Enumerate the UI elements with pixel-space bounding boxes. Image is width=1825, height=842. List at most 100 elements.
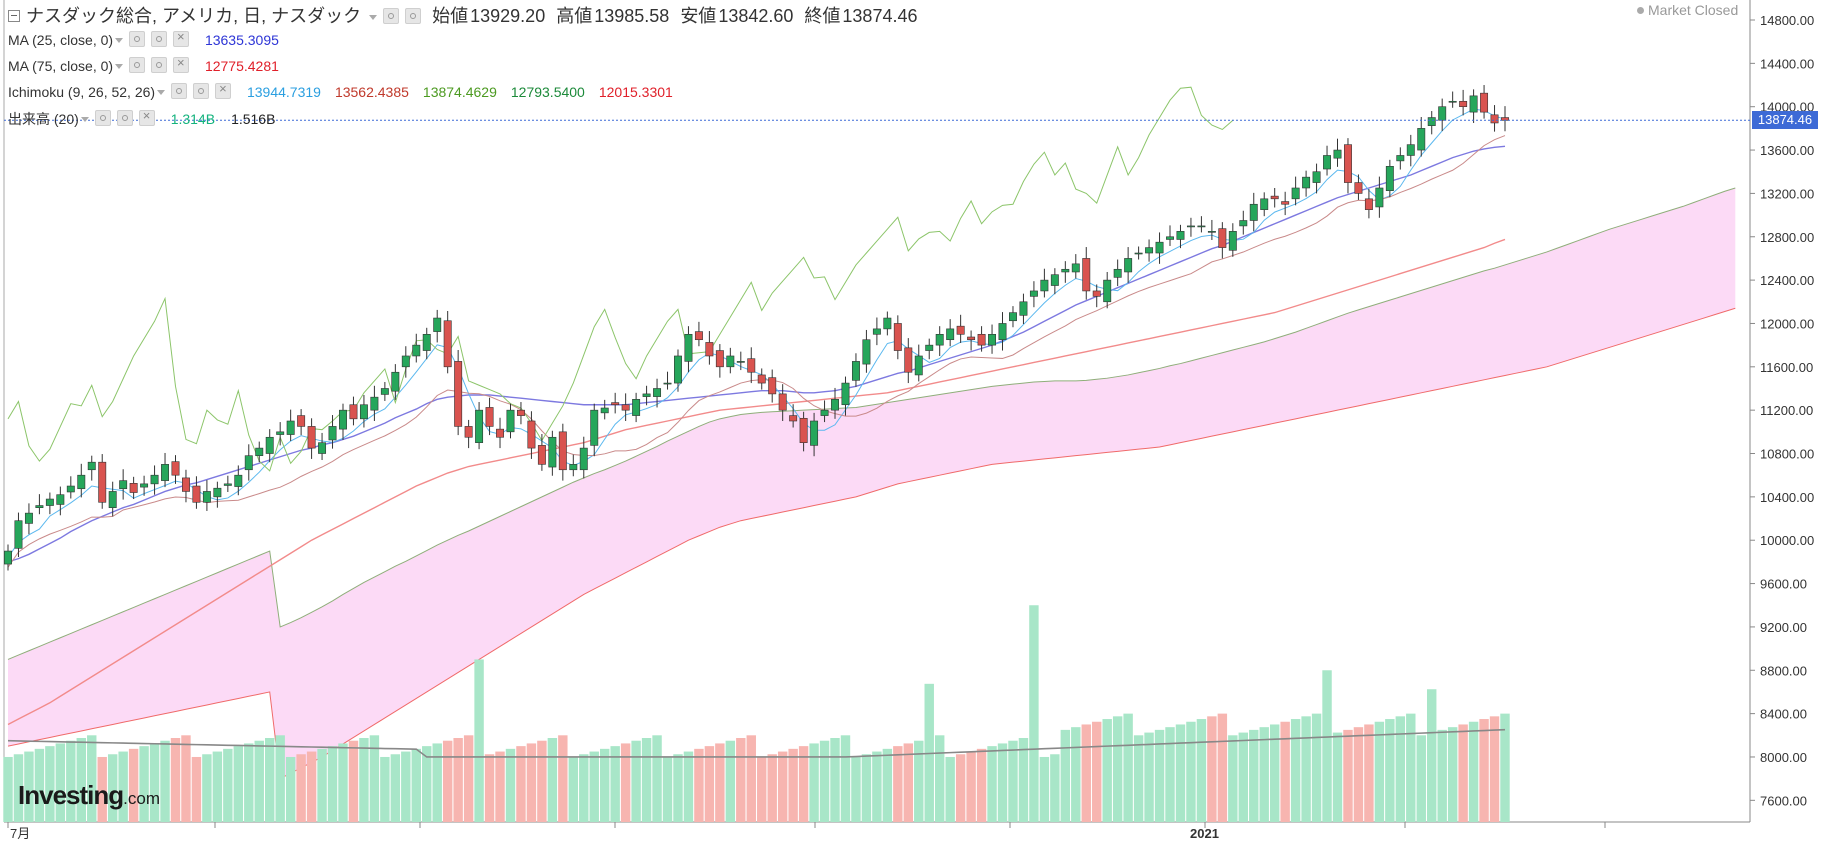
close-value: 13874.46 — [842, 6, 918, 26]
volume-bar — [76, 738, 86, 822]
candle-body — [893, 323, 902, 351]
candle-body — [4, 550, 12, 565]
logo-suffix: .com — [123, 789, 160, 808]
close-icon[interactable] — [173, 55, 190, 73]
y-tick-label: 8000.00 — [1760, 750, 1807, 765]
ichimoku-value-3: 13874.4629 — [422, 84, 497, 100]
candle-body — [1364, 198, 1373, 210]
volume-bar — [390, 754, 401, 822]
candle-body — [1218, 228, 1227, 248]
volume-bar — [484, 754, 495, 822]
candle-body — [1103, 279, 1112, 303]
volume-bar — [1050, 754, 1060, 822]
candle-body — [1333, 149, 1342, 159]
volume-bar — [1447, 727, 1458, 822]
gear-icon[interactable] — [151, 57, 168, 73]
volume-bar — [798, 746, 809, 822]
chevron-down-icon[interactable] — [115, 64, 124, 69]
candle-body — [694, 331, 703, 341]
volume-bar — [1029, 605, 1039, 822]
volume-bar — [317, 748, 327, 822]
candle-body — [276, 431, 285, 435]
y-tick-label: 14400.00 — [1760, 56, 1814, 71]
eye-icon[interactable] — [129, 31, 146, 47]
collapse-icon[interactable] — [8, 10, 20, 22]
candle-body — [234, 474, 243, 487]
candle-body — [1166, 236, 1174, 240]
volume-bar — [1500, 713, 1510, 822]
candle-body — [872, 328, 881, 335]
volume-bar — [13, 754, 24, 822]
y-tick-label: 14800.00 — [1760, 13, 1814, 28]
candle-body — [548, 436, 557, 468]
chevron-down-icon[interactable] — [115, 38, 124, 43]
candle-body — [789, 415, 798, 422]
volume-bar — [1489, 716, 1500, 822]
candle-body — [600, 407, 609, 414]
candle-body — [757, 374, 766, 384]
volume-bar — [1207, 716, 1217, 822]
candle-body — [674, 355, 682, 384]
candle-body — [1323, 155, 1331, 170]
ma25-value: 13635.3095 — [204, 32, 279, 48]
chevron-down-icon[interactable] — [369, 15, 378, 20]
candle-body — [24, 512, 33, 524]
candle-body — [569, 464, 578, 471]
volume-bar — [160, 740, 170, 822]
candle-body — [1270, 195, 1279, 200]
volume-bar — [1196, 719, 1207, 822]
eye-icon[interactable] — [94, 110, 111, 126]
volume-bar — [537, 740, 547, 822]
candle-body — [307, 426, 316, 449]
volume-bar — [285, 756, 296, 822]
candle-body — [244, 455, 253, 471]
volume-bar — [1102, 719, 1112, 822]
candle-body — [202, 491, 211, 503]
candle-body — [1438, 106, 1447, 121]
eye-icon[interactable] — [171, 83, 188, 99]
candle-body — [1207, 231, 1216, 233]
eye-icon[interactable] — [129, 57, 146, 73]
volume-bar — [118, 751, 128, 822]
volume-bar — [1395, 716, 1406, 822]
candle-body — [1197, 225, 1206, 228]
volume-bar — [945, 756, 955, 822]
volume-bar — [244, 743, 254, 822]
candle-body — [35, 505, 44, 509]
gear-icon[interactable] — [193, 83, 210, 99]
logo-main: Investing — [18, 780, 124, 810]
volume-bar — [338, 743, 348, 822]
volume-bar — [1437, 729, 1447, 822]
candle-body — [328, 426, 337, 441]
close-icon[interactable] — [173, 29, 190, 47]
volume-bar — [652, 735, 662, 822]
close-icon[interactable] — [138, 108, 155, 126]
chevron-down-icon[interactable] — [157, 90, 166, 95]
candle-body — [1490, 114, 1499, 124]
candle-body — [736, 361, 745, 363]
gear-icon[interactable] — [151, 31, 168, 47]
volume-bar — [463, 735, 474, 822]
gear-icon[interactable] — [405, 8, 422, 24]
high-value: 13985.58 — [594, 6, 670, 26]
volume-bar — [1008, 740, 1018, 822]
volume-bar — [903, 743, 914, 822]
volume-bar — [746, 735, 756, 822]
volume-bar — [1217, 713, 1228, 822]
volume-value-2: 1.516B — [231, 111, 276, 127]
candle-body — [1344, 144, 1352, 183]
gear-icon[interactable] — [116, 110, 133, 126]
candle-body — [537, 445, 546, 465]
volume-bar — [516, 746, 526, 822]
chevron-down-icon[interactable] — [80, 117, 89, 122]
y-tick-label: 13600.00 — [1760, 143, 1814, 158]
volume-bar — [579, 754, 589, 822]
volume-bar — [1071, 727, 1081, 822]
volume-bar — [181, 735, 191, 822]
candle-body — [956, 325, 965, 335]
candle-body — [192, 485, 201, 503]
eye-icon[interactable] — [383, 8, 400, 24]
close-icon[interactable] — [215, 81, 232, 99]
volume-bar — [296, 754, 306, 822]
